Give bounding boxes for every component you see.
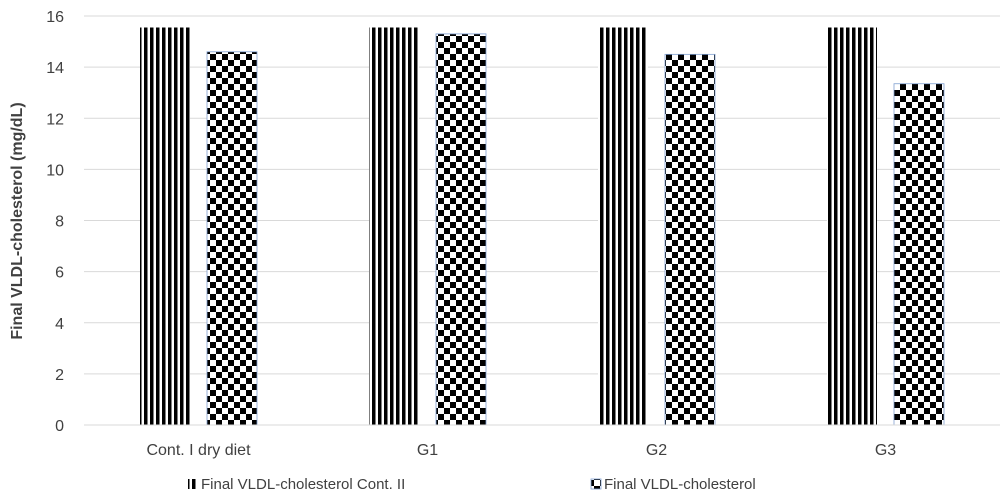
y-tick-label: 0 [55, 418, 64, 435]
x-tick-label: G3 [875, 442, 896, 459]
x-tick-label: G2 [646, 442, 667, 459]
legend-label-1: Final VLDL-cholesterol [604, 476, 756, 493]
bar-cont-ii-3 [827, 27, 877, 426]
y-tick-label: 16 [46, 9, 64, 26]
bar-cont-ii-1 [369, 27, 419, 426]
legend-swatch-1 [590, 478, 602, 490]
legend-swatch-0 [188, 479, 198, 489]
y-tick-label: 6 [55, 265, 64, 282]
y-tick-label: 14 [46, 60, 64, 77]
bar-cont-ii-2 [598, 27, 648, 426]
x-tick-label: Cont. I dry diet [146, 442, 251, 459]
y-tick-label: 10 [46, 162, 64, 179]
y-tick-label: 2 [55, 367, 64, 384]
x-tick-label: G1 [417, 442, 438, 459]
legend: Final VLDL-cholesterol Cont. II Final VL… [188, 476, 756, 493]
bar-final-2 [664, 53, 716, 426]
bar-cont-ii-0 [140, 27, 190, 426]
y-tick-label: 8 [55, 214, 64, 231]
x-axis-ticks: Cont. I dry diet G1 G2 G3 [146, 442, 896, 459]
bar-final-3 [893, 83, 945, 426]
bar-final-0 [206, 51, 258, 426]
bar-final-1 [435, 33, 487, 426]
bars [140, 27, 945, 426]
y-tick-label: 4 [55, 316, 64, 333]
legend-label-0: Final VLDL-cholesterol Cont. II [201, 476, 405, 493]
y-tick-label: 12 [46, 111, 64, 128]
y-axis-label: Final VLDL-cholesterol (mg/dL) [9, 102, 26, 339]
y-axis-ticks: 0 2 4 6 8 10 12 14 16 [46, 9, 64, 435]
